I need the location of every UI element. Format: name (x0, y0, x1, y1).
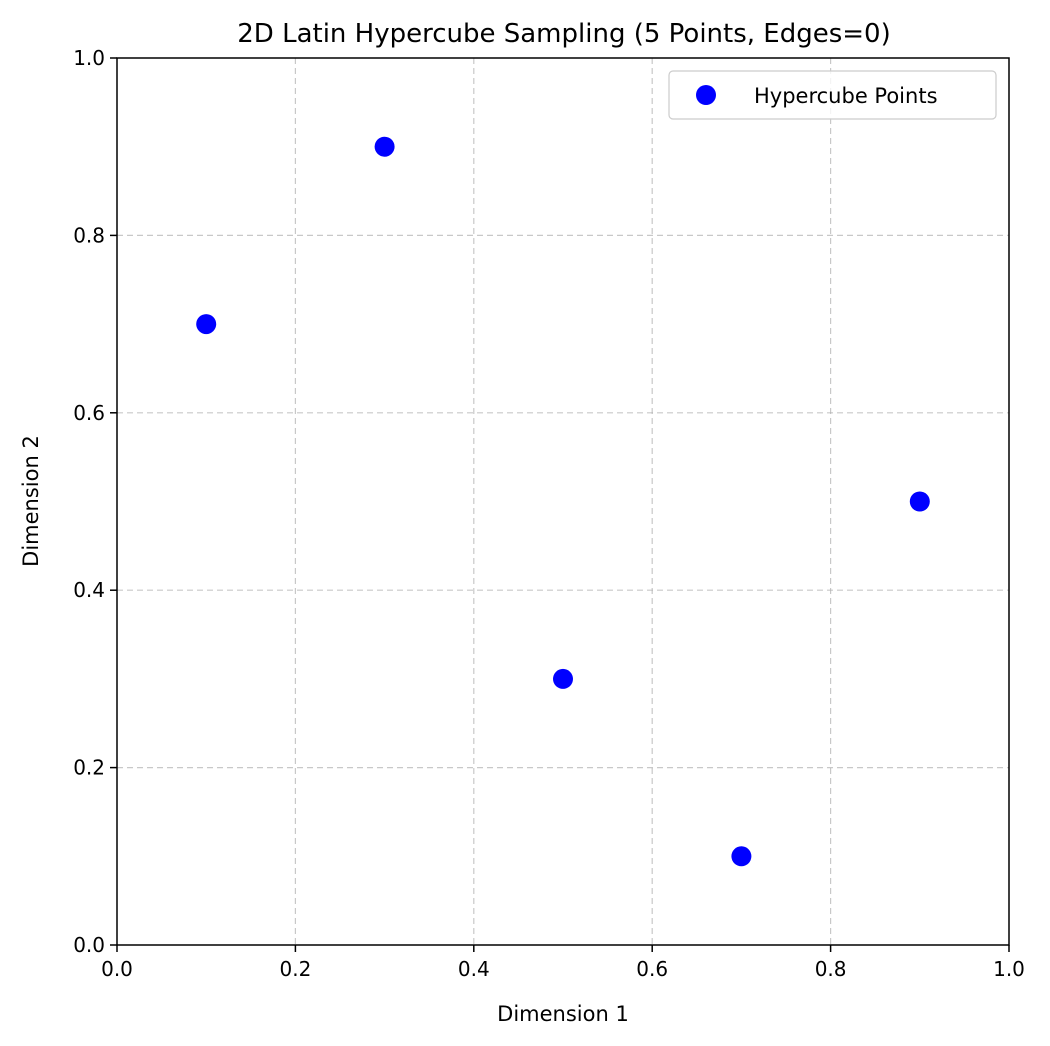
x-tick-label: 0.4 (458, 957, 490, 981)
x-tick-label: 1.0 (993, 957, 1025, 981)
y-tick-label: 0.4 (73, 578, 105, 602)
legend-label-hypercube-points: Hypercube Points (754, 84, 938, 108)
y-tick-label: 0.8 (73, 223, 105, 247)
x-axis-label: Dimension 1 (497, 1002, 629, 1026)
data-point (374, 136, 395, 157)
x-tick-label: 0.0 (101, 957, 133, 981)
grid-lines (117, 58, 1009, 945)
y-tick-label: 0.0 (73, 933, 105, 957)
x-tick-label: 0.2 (279, 957, 311, 981)
y-axis-ticks: 0.0 0.2 0.4 0.6 0.8 1.0 (73, 46, 117, 957)
y-tick-label: 0.2 (73, 756, 105, 780)
y-tick-label: 1.0 (73, 46, 105, 70)
x-tick-label: 0.6 (636, 957, 668, 981)
legend-marker (696, 85, 716, 105)
data-point (909, 491, 930, 512)
x-tick-label: 0.8 (815, 957, 847, 981)
data-point (196, 314, 217, 335)
data-point (731, 846, 752, 867)
legend: Hypercube Points (668, 70, 997, 120)
data-point (553, 668, 573, 689)
x-axis-ticks: 0.0 0.2 0.4 0.6 0.8 1.0 (101, 945, 1025, 981)
y-tick-label: 0.6 (73, 401, 105, 425)
plot-frame (116, 57, 1010, 946)
y-axis-label: Dimension 2 (19, 435, 43, 567)
chart-title: 2D Latin Hypercube Sampling (5 Points, E… (237, 19, 891, 49)
legend-box (668, 70, 997, 120)
data-points (196, 136, 930, 867)
